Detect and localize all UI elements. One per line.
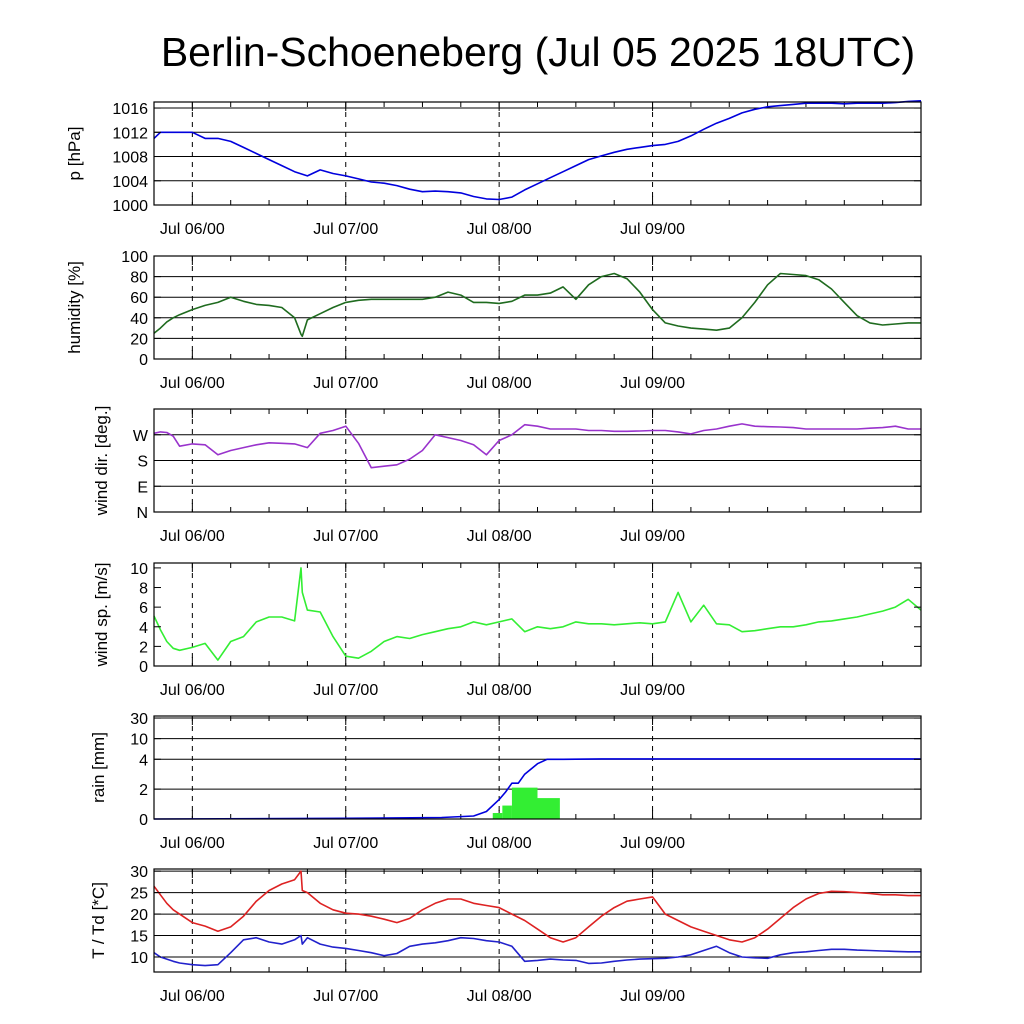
- y-axis-label: wind sp. [m/s]: [92, 563, 111, 668]
- x-tick-label: Jul 09/00: [620, 375, 685, 392]
- panel-rain: 0 2 4 10 30 Jul 06/00 Jul 07/00 Jul 08/00 Jul 09…: [89, 711, 922, 852]
- y-tick-label: 10: [130, 732, 148, 749]
- y-tick-label: 2: [139, 782, 148, 799]
- y-tick-label: 4: [139, 752, 148, 769]
- y-tick-label: 1016: [112, 101, 148, 118]
- x-tick-label: Jul 09/00: [620, 221, 685, 238]
- plot-frame: [153, 255, 922, 360]
- x-tick-label: Jul 08/00: [467, 375, 532, 392]
- rain-bar: [511, 787, 538, 819]
- series-line: [153, 758, 921, 820]
- y-tick-label: 100: [121, 249, 148, 266]
- x-tick-label: Jul 06/00: [160, 375, 225, 392]
- x-tick-label: Jul 08/00: [467, 682, 532, 699]
- panel-pressure: 1000 1004 1008 1012 1016 Jul 06/00 Jul 07/00 Ju…: [65, 100, 922, 238]
- y-tick-label: 0: [139, 659, 148, 676]
- x-tick-label: Jul 08/00: [467, 988, 532, 1005]
- plot-frame: [153, 868, 922, 973]
- y-tick-label: N: [136, 505, 148, 522]
- y-tick-label: 15: [130, 929, 148, 946]
- plot-frame: [153, 715, 922, 820]
- x-tick-label: Jul 06/00: [160, 221, 225, 238]
- y-axis-label: wind dir. [deg.]: [92, 406, 111, 517]
- y-axis-label: p [hPa]: [65, 127, 84, 181]
- series-line: [153, 100, 922, 201]
- x-tick-label: Jul 06/00: [160, 835, 225, 852]
- y-tick-label: 0: [139, 352, 148, 369]
- x-tick-label: Jul 07/00: [313, 528, 378, 545]
- y-tick-label: 1008: [112, 150, 148, 167]
- y-tick-label: 20: [130, 331, 148, 348]
- y-tick-label: 1004: [112, 174, 148, 191]
- series-line: [153, 272, 921, 338]
- x-tick-label: Jul 07/00: [313, 375, 378, 392]
- rain-bar: [492, 813, 503, 819]
- x-tick-label: Jul 09/00: [620, 528, 685, 545]
- y-axis-label: rain [mm]: [89, 732, 108, 803]
- x-tick-label: Jul 09/00: [620, 835, 685, 852]
- x-tick-label: Jul 06/00: [160, 682, 225, 699]
- y-tick-label: S: [137, 454, 148, 471]
- y-tick-label: W: [133, 428, 149, 445]
- y-tick-label: 40: [130, 311, 148, 328]
- x-tick-label: Jul 08/00: [467, 835, 532, 852]
- panel-wind_speed: 0 2 4 6 8 10 Jul 06/00 Jul 07/00 Jul 08/00 Jul 09…: [92, 561, 922, 699]
- panel-humidity: 0 20 40 60 80 100 Jul 06/00 Jul 07/00 Jul 08/00 J…: [65, 249, 922, 392]
- y-tick-label: 6: [139, 600, 148, 617]
- y-tick-label: 1000: [112, 198, 148, 215]
- x-tick-label: Jul 07/00: [313, 682, 378, 699]
- y-tick-label: 1012: [112, 125, 148, 142]
- plot-frame: [153, 562, 922, 667]
- x-tick-label: Jul 08/00: [467, 221, 532, 238]
- series-line: [153, 870, 921, 943]
- y-axis-label: humidity [%]: [65, 261, 84, 354]
- y-tick-label: 8: [139, 581, 148, 598]
- y-axis-label: T / Td [*C]: [89, 882, 108, 959]
- y-tick-label: 4: [139, 620, 148, 637]
- y-tick-label: 2: [139, 639, 148, 656]
- panel-temperature: 10 15 20 25 30 Jul 06/00 Jul 07/00 Jul 08/00 Jul…: [89, 864, 922, 1005]
- series-line: [153, 934, 921, 967]
- y-tick-label: 80: [130, 270, 148, 287]
- y-tick-label: 0: [139, 812, 148, 829]
- chart-title: Berlin-Schoeneberg (Jul 05 2025 18UTC): [161, 29, 915, 75]
- x-tick-label: Jul 06/00: [160, 528, 225, 545]
- x-tick-label: Jul 07/00: [313, 988, 378, 1005]
- y-tick-label: 30: [130, 864, 148, 881]
- y-tick-label: 30: [130, 711, 148, 728]
- x-tick-label: Jul 08/00: [467, 528, 532, 545]
- series-line: [153, 423, 921, 469]
- y-tick-label: 10: [130, 950, 148, 967]
- x-tick-label: Jul 06/00: [160, 988, 225, 1005]
- x-tick-label: Jul 09/00: [620, 988, 685, 1005]
- y-tick-label: E: [137, 479, 148, 496]
- y-tick-label: 20: [130, 907, 148, 924]
- series-line: [153, 567, 922, 661]
- rain-bar: [537, 798, 560, 819]
- y-tick-label: 25: [130, 886, 148, 903]
- x-tick-label: Jul 07/00: [313, 221, 378, 238]
- plot-frame: [153, 101, 922, 206]
- x-tick-label: Jul 07/00: [313, 835, 378, 852]
- x-tick-label: Jul 09/00: [620, 682, 685, 699]
- y-tick-label: 60: [130, 290, 148, 307]
- rain-bar: [502, 805, 512, 819]
- y-tick-label: 10: [130, 561, 148, 578]
